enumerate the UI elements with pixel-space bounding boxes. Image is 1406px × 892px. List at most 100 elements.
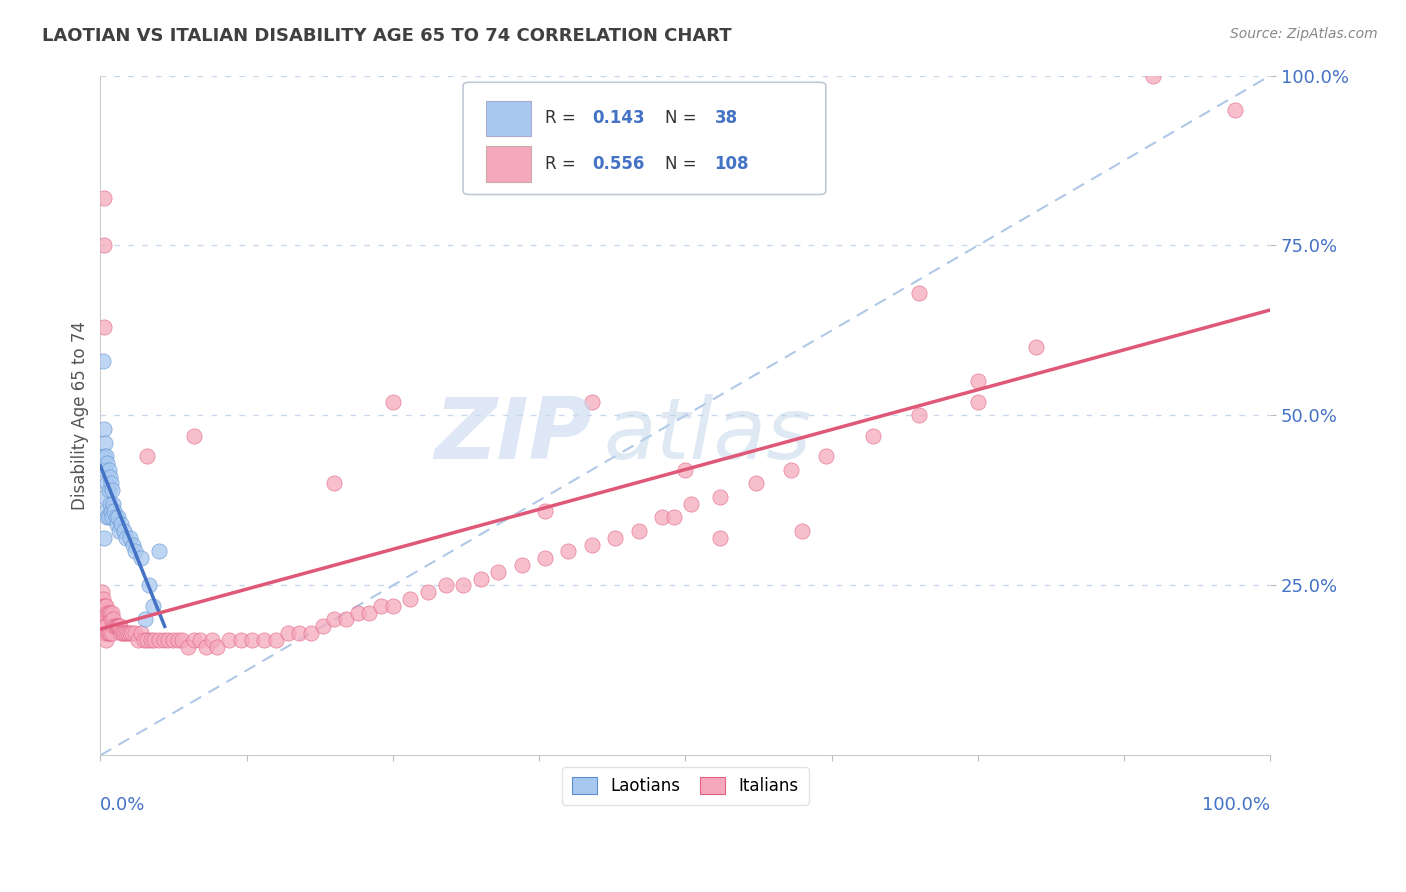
Point [129, 551, 152, 566]
Point [434, 578, 457, 592]
Point [143, 632, 166, 647]
Point [103, 619, 125, 633]
Text: atlas: atlas [603, 394, 811, 477]
Point [112, 626, 135, 640]
Point [111, 626, 134, 640]
Point [94, 619, 117, 633]
Point [744, 476, 766, 491]
Point [651, 510, 673, 524]
Point [110, 626, 132, 640]
Text: R =: R = [546, 110, 581, 128]
Point [166, 632, 188, 647]
Point [90, 585, 112, 599]
Point [91, 592, 114, 607]
Point [108, 619, 131, 633]
Legend: Laotians, Italians: Laotians, Italians [562, 766, 808, 805]
Point [94, 599, 117, 613]
Point [98, 606, 121, 620]
Point [138, 578, 160, 592]
Point [124, 544, 146, 558]
Point [323, 612, 346, 626]
Point [117, 626, 139, 640]
Point [346, 606, 368, 620]
Point [93, 531, 115, 545]
Point [177, 640, 200, 654]
Point [152, 632, 174, 647]
Point [288, 626, 311, 640]
Point [91, 354, 114, 368]
Point [122, 538, 145, 552]
Point [103, 503, 125, 517]
Bar [486, 146, 531, 182]
Point [101, 510, 124, 524]
Point [93, 449, 115, 463]
Point [534, 551, 557, 566]
Point [108, 524, 131, 538]
Point [107, 510, 129, 524]
Point [381, 599, 404, 613]
Point [194, 640, 217, 654]
Point [399, 592, 422, 607]
Point [681, 497, 703, 511]
Point [183, 632, 205, 647]
Point [94, 463, 117, 477]
Point [136, 449, 159, 463]
Point [148, 632, 170, 647]
Point [486, 565, 509, 579]
Point [253, 632, 276, 647]
Point [162, 632, 184, 647]
Point [470, 572, 492, 586]
Point [96, 510, 118, 524]
Point [510, 558, 533, 572]
FancyBboxPatch shape [463, 82, 825, 194]
Point [107, 619, 129, 633]
Point [96, 632, 118, 647]
Point [110, 517, 132, 532]
Point [97, 463, 120, 477]
Text: 38: 38 [714, 110, 738, 128]
Point [97, 626, 120, 640]
Point [534, 503, 557, 517]
Point [451, 578, 474, 592]
Point [370, 599, 392, 613]
Point [118, 531, 141, 545]
Point [581, 538, 603, 552]
Point [673, 463, 696, 477]
Point [103, 497, 125, 511]
Point [311, 619, 333, 633]
Point [93, 599, 115, 613]
Point [359, 606, 381, 620]
Point [100, 503, 122, 517]
Point [124, 626, 146, 640]
Point [98, 497, 121, 511]
Point [94, 435, 117, 450]
Point [605, 531, 627, 545]
Point [323, 476, 346, 491]
Point [229, 632, 252, 647]
Point [96, 449, 118, 463]
Point [100, 612, 122, 626]
Text: 100.0%: 100.0% [1202, 797, 1271, 814]
Point [139, 632, 162, 647]
Point [127, 632, 149, 647]
Point [96, 599, 118, 613]
Point [93, 238, 115, 252]
Text: 0.143: 0.143 [592, 110, 644, 128]
Point [1025, 341, 1047, 355]
Point [90, 612, 112, 626]
Point [264, 632, 287, 647]
Point [112, 524, 135, 538]
Point [627, 524, 650, 538]
Point [183, 429, 205, 443]
Point [172, 632, 194, 647]
Point [96, 619, 118, 633]
Text: N =: N = [665, 155, 703, 173]
Point [148, 544, 170, 558]
Point [121, 626, 143, 640]
Point [129, 626, 152, 640]
Point [94, 490, 117, 504]
Point [97, 483, 120, 498]
Point [142, 599, 165, 613]
Text: Source: ZipAtlas.com: Source: ZipAtlas.com [1230, 27, 1378, 41]
Text: 0.556: 0.556 [592, 155, 644, 173]
